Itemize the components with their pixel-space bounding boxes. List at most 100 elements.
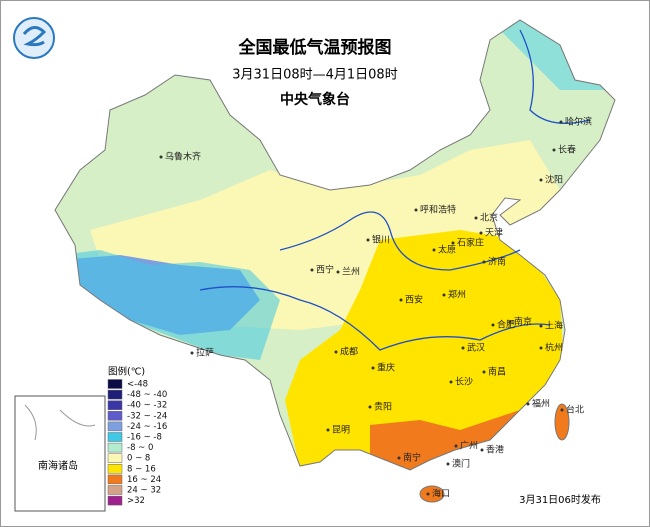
legend-label: -16 ~ -8 — [127, 433, 162, 443]
city-dot — [310, 268, 314, 272]
city-dot — [190, 351, 194, 355]
city-label: 海口 — [432, 488, 450, 500]
city-label: 太原 — [438, 244, 456, 256]
legend-swatch — [107, 485, 123, 495]
city-label: 南京 — [514, 316, 532, 328]
city-label: 银川 — [372, 234, 390, 246]
river — [199, 286, 551, 351]
city-dot — [482, 260, 486, 264]
legend-swatch — [107, 432, 123, 442]
city-dot — [560, 408, 564, 412]
city-label: 昆明 — [332, 425, 350, 436]
city-label: 武汉 — [467, 342, 485, 354]
river — [279, 211, 521, 271]
legend-swatch — [107, 400, 123, 410]
city-label: 澳门 — [452, 458, 470, 470]
city-dot — [539, 346, 543, 350]
city-label: 南宁 — [403, 452, 421, 464]
city-dot — [371, 366, 375, 370]
city-dot — [480, 448, 484, 452]
hainan — [419, 485, 445, 503]
city-label: 杭州 — [545, 342, 563, 354]
city-dot — [559, 120, 563, 124]
legend-label: 24 ~ 32 — [127, 486, 161, 496]
city-label: 拉萨 — [196, 347, 214, 359]
legend-swatch — [107, 464, 123, 474]
city-label: 乌鲁木齐 — [165, 151, 201, 163]
river — [519, 29, 591, 124]
city-dot — [368, 405, 372, 409]
city-dot — [539, 324, 543, 328]
legend-swatch — [107, 442, 123, 453]
city-label: 重庆 — [377, 362, 395, 374]
city-label: 合肥 — [497, 319, 515, 331]
city-dot — [474, 216, 478, 220]
footer: 3月31日06时发布 — [519, 493, 601, 506]
legend-swatch — [107, 379, 123, 389]
city-dot — [397, 456, 401, 460]
inset-box — [14, 395, 106, 512]
city-label: 沈阳 — [545, 174, 563, 186]
city-label: 呼和浩特 — [420, 204, 456, 216]
city-label: 广州 — [460, 440, 478, 452]
city-label: 南昌 — [488, 366, 506, 378]
city-label: 香港 — [486, 444, 504, 456]
city-dot — [482, 370, 486, 374]
legend-label: -8 ~ 0 — [127, 443, 153, 453]
city-dot — [454, 444, 458, 448]
city-dot — [446, 462, 450, 466]
legend-swatch — [107, 474, 123, 485]
city-dot — [334, 350, 338, 354]
city-dot — [508, 320, 512, 324]
legend-swatch — [107, 421, 123, 432]
city-label: 西宁 — [316, 264, 334, 276]
city-dot — [491, 323, 495, 327]
issuer: 中央气象台 — [280, 91, 350, 108]
city-label: 北京 — [480, 212, 498, 224]
city-label: 天津 — [485, 228, 503, 239]
city-label: 贵阳 — [374, 401, 392, 413]
legend-label: 0 ~ 8 — [127, 454, 150, 464]
city-label: 兰州 — [342, 266, 360, 278]
city-dot — [432, 248, 436, 252]
city-dot — [449, 380, 453, 384]
legend-label: -48 ~ -40 — [127, 390, 167, 400]
legend-title: 图例(℃) — [108, 366, 145, 378]
legend: <-48-48 ~ -40-40 ~ -32-32 ~ -24-24 ~ -16… — [107, 379, 167, 506]
period: 3月31日08时—4月1日08时 — [232, 68, 397, 83]
city-label: 上海 — [545, 320, 563, 332]
legend-label: -24 ~ -16 — [127, 422, 167, 432]
taiwan — [554, 403, 570, 441]
city-dot — [442, 293, 446, 297]
city-label: 哈尔滨 — [565, 116, 592, 128]
city-dot — [479, 231, 483, 235]
city-dot — [461, 346, 465, 350]
city-label: 郑州 — [448, 289, 466, 301]
city-dot — [366, 238, 370, 242]
city-dot — [414, 208, 418, 212]
city-label: 长沙 — [455, 376, 473, 388]
city-dot — [326, 428, 330, 432]
city-dot — [526, 402, 530, 406]
city-dot — [552, 148, 556, 152]
legend-swatch — [107, 495, 123, 506]
inset-coast — [24, 404, 96, 441]
city-label: 成都 — [340, 346, 358, 358]
city-dot — [399, 298, 403, 302]
city-label: 长春 — [558, 144, 576, 156]
legend-label: 8 ~ 16 — [127, 464, 156, 474]
legend-label: -40 ~ -32 — [127, 401, 167, 411]
city-label: 台北 — [566, 404, 584, 416]
legend-swatch — [107, 453, 123, 463]
city-label: 石家庄 — [457, 237, 484, 249]
logo — [13, 17, 55, 59]
legend-label: -32 ~ -24 — [127, 411, 167, 421]
inset-label: 南海诸岛 — [38, 459, 78, 472]
city-label: 济南 — [488, 256, 506, 268]
city-label: 福州 — [532, 398, 550, 410]
city-dot — [451, 241, 455, 245]
legend-label: 16 ~ 24 — [127, 475, 161, 485]
city-label: 西安 — [405, 294, 423, 306]
